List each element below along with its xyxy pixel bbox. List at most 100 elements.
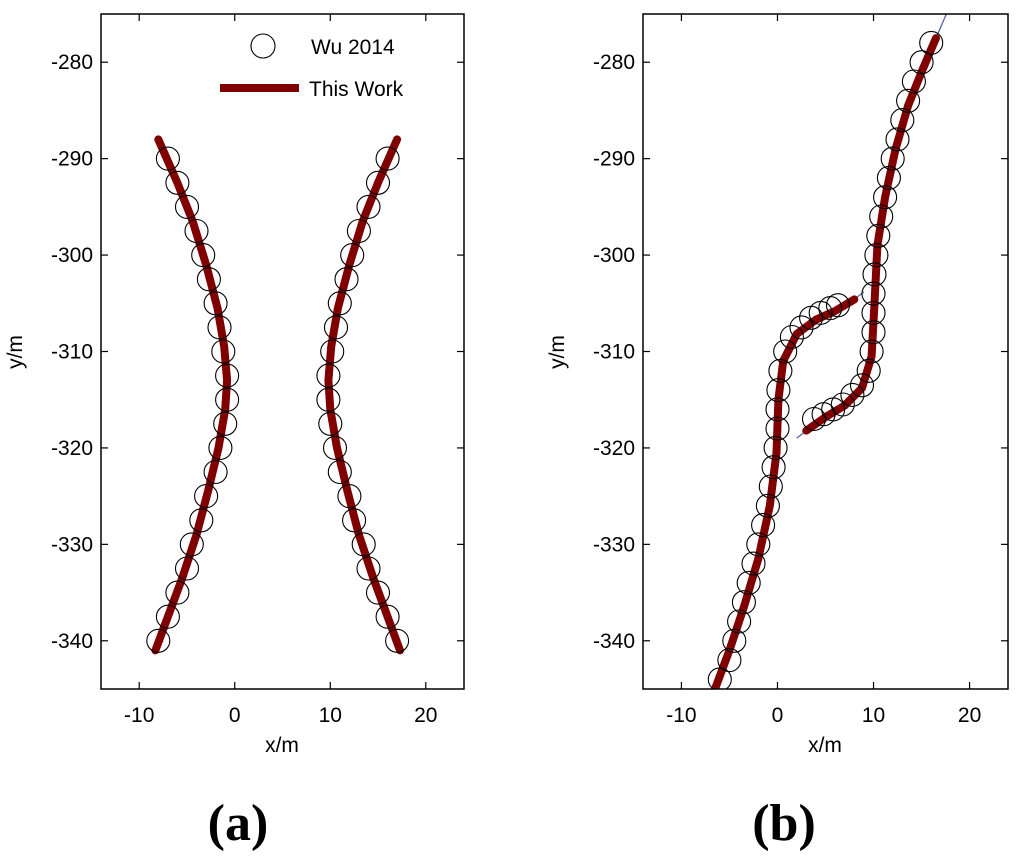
panel-a-wu-2014-marker (215, 363, 240, 388)
panel-a-wu-2014-marker (215, 387, 240, 412)
panel-b-wu-2014-marker (866, 223, 891, 248)
panel-a-caption: (a) (208, 795, 269, 852)
panel-a-wu-2014-marker (356, 556, 381, 581)
panel-b-wu-2014-marker (717, 648, 742, 673)
panel-b-thin-line-segment-0 (714, 688, 715, 689)
panel-b-wu-2014-marker (880, 146, 905, 171)
panel-b-wu-2014-marker (859, 339, 884, 364)
panel-b-wu-2014-marker (741, 551, 766, 576)
panel-b-wu-2014-marker (856, 358, 881, 383)
panel-b-wu-2014-marker (773, 339, 798, 364)
panel-a-wu-2014-marker (365, 580, 391, 605)
panel-a-wu-2014-marker (213, 411, 238, 436)
panel-a-wu-2014-marker (207, 315, 232, 340)
panel-b-wu-2014-marker (869, 204, 894, 229)
panel-a-wu-2014-marker (203, 291, 228, 316)
panel-a-wu-2014-marker (356, 194, 381, 219)
panel-a-wu-2014-marker (179, 532, 204, 557)
panel-a-wu-2014-marker (316, 363, 341, 388)
panel-a-wu-2014-marker (375, 146, 400, 171)
panel-b-wu-2014-marker (722, 628, 747, 653)
panel-a-wu-2014-marker (385, 628, 410, 653)
panel-a-wu-2014-marker (146, 628, 171, 653)
panel-b-wu-2014-marker (830, 392, 855, 417)
panel-b-x-tick-label: -10 (666, 704, 696, 727)
panel-b-series-layer (707, 14, 948, 689)
panel-a-wu-2014-marker (327, 291, 352, 316)
panel-a-wu-2014-marker (340, 243, 365, 268)
panel-b-caption: (b) (752, 795, 816, 852)
panel-b-wu-2014-marker (885, 127, 910, 152)
panel-b-wu-2014-marker (825, 293, 851, 318)
panel-a-wu-2014-marker (189, 508, 214, 533)
panel-b-wu-2014-marker (896, 88, 921, 113)
panel-a-ticks: -10 0 10 20 -340 -330 -320 -310 -300 -290 -280 (51, 14, 464, 727)
panel-a-y-tick-label: -300 (51, 244, 93, 267)
panel-b-wu-2014-marker (862, 262, 887, 287)
panel-b-wu-2014-marker (789, 315, 814, 340)
panel-a-wu-2014-marker (351, 532, 376, 557)
panel-b-this-work-line-0 (711, 295, 859, 689)
panel-b-wu-2014-marker (727, 609, 752, 634)
panel-a-wu-2014-marker (208, 435, 233, 460)
panel-a-wu-2014-marker (337, 484, 362, 509)
panel-a-wu-2014-marker (375, 604, 400, 629)
panel-a-y-tick-label: -280 (51, 51, 93, 74)
panel-a-wu-2014-marker (155, 604, 180, 629)
panel-b-wu-2014-marker (707, 667, 732, 689)
panel-a-wu-2014-marker (365, 170, 391, 195)
panel-a-x-tick-label: -10 (124, 704, 154, 727)
panel-b-x-tick-label: 0 (772, 704, 784, 727)
panel-a-wu-2014-marker (211, 339, 236, 364)
panel-b-x-axis-label: x/m (808, 734, 842, 757)
legend-label-wu-2014: Wu 2014 (311, 36, 395, 59)
panel-b-x-tick-label: 20 (958, 704, 981, 727)
panel-a-y-tick-label: -330 (51, 533, 93, 556)
panel-a-wu-2014-marker (184, 218, 209, 244)
panel-a-wu-2014-marker (323, 315, 349, 340)
panel-a-wu-2014-marker (191, 243, 216, 268)
panel-b-wu-2014-marker (840, 382, 865, 407)
panel-b-axes-frame (642, 13, 1009, 690)
panel-a-this-work-line-0 (151, 135, 232, 655)
panel-b-wu-2014-marker (763, 435, 788, 460)
panel-a: -10 0 10 20 -340 -330 -320 -310 -300 -290 -280 x/m… (4, 13, 465, 852)
panel-b-this-work-guide-1 (805, 37, 937, 432)
panel-b-wu-2014-marker (751, 513, 776, 538)
panel-a-wu-2014-marker (155, 146, 180, 171)
panel-a-x-axis-label: x/m (265, 734, 299, 757)
legend-marker-wu-2014 (250, 33, 276, 59)
panel-a-x-tick-label: 20 (414, 704, 437, 727)
panel-a-axes-frame (100, 13, 465, 690)
panel-b-y-tick-label: -330 (593, 533, 635, 556)
panel-a-wu-2014-marker (174, 556, 200, 581)
panel-a-wu-2014-marker (346, 218, 371, 244)
panel-b-x-tick-label: 10 (862, 704, 885, 727)
panel-b-wu-2014-marker (765, 397, 790, 422)
panel-b-wu-2014-marker (861, 320, 886, 345)
panel-b-wu-2014-marker (758, 474, 783, 499)
panel-a-wu-2014-marker (174, 194, 200, 219)
panel-b: -10 0 10 20 -340 -330 -320 -310 -300 -290 -280 x/m… (546, 13, 1009, 852)
panel-b-wu-2014-marker (731, 590, 756, 615)
panel-b-wu-2014-marker (765, 416, 790, 441)
panel-a-series-layer (146, 135, 410, 655)
panel-a-wu-2014-marker (165, 170, 190, 195)
panel-a-wu-2014-marker (327, 459, 352, 485)
panel-a-x-tick-label: 0 (229, 704, 241, 727)
panel-a-x-tick-label: 10 (319, 704, 342, 727)
panel-b-wu-2014-marker (779, 324, 804, 350)
panel-b-y-tick-label: -320 (593, 437, 635, 460)
panel-a-y-tick-label: -310 (51, 341, 93, 364)
panel-b-wu-2014-marker (736, 570, 761, 595)
panel-a-plot-area (146, 135, 410, 655)
panel-b-wu-2014-marker (761, 455, 786, 480)
panel-b-wu-2014-marker (864, 243, 889, 268)
panel-b-wu-2014-marker (746, 532, 771, 557)
panel-b-y-tick-label: -340 (593, 630, 635, 653)
panel-b-y-tick-label: -310 (593, 341, 635, 364)
panel-b-y-tick-label: -290 (593, 148, 635, 171)
panel-a-wu-2014-marker (203, 459, 228, 485)
panel-b-this-work-line-1 (802, 34, 940, 435)
